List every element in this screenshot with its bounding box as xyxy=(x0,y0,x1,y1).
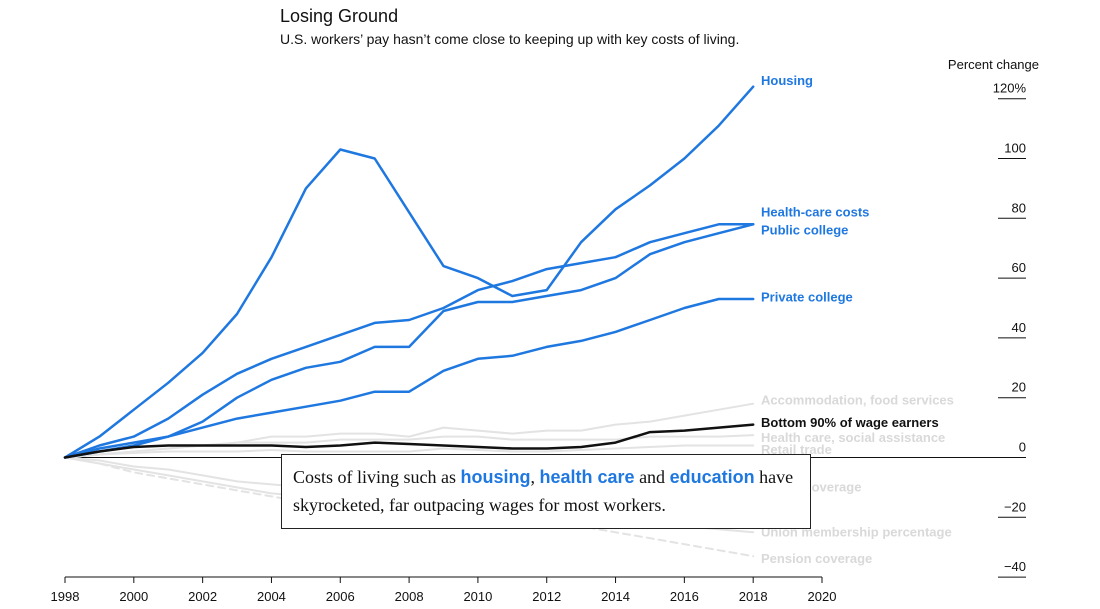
series-label-health-care-social-assistance: Health care, social assistance xyxy=(761,430,945,445)
x-tick-label: 2014 xyxy=(601,589,630,604)
callout-text: , xyxy=(530,467,540,487)
y-tick-label: 60 xyxy=(1012,260,1026,275)
x-tick-label: 2002 xyxy=(188,589,217,604)
x-tick-label: 2018 xyxy=(739,589,768,604)
series-lines xyxy=(63,85,755,558)
series-line-health-care-social-assistance xyxy=(64,434,755,459)
y-tick-label: 120% xyxy=(993,81,1027,96)
x-tick-label: 1998 xyxy=(51,589,80,604)
y-tick-label: −40 xyxy=(1004,559,1026,574)
annotation-callout: Costs of living such as housing, health … xyxy=(281,454,811,529)
x-axis: 1998 2000 2002 2004 2006 2008 2010 2012 2014 2016… xyxy=(51,576,837,604)
y-tick-label: −20 xyxy=(1004,499,1026,514)
callout-highlight-education: education xyxy=(669,467,755,487)
y-axis-label: Percent change xyxy=(948,57,1039,72)
series-line-health-care-costs xyxy=(63,223,755,459)
series-labels: Housing Health-care costs Public college Pr… xyxy=(761,73,954,566)
series-label-private-college: Private college xyxy=(761,290,853,305)
series-label-bottom-90-of-wage-earners: Bottom 90% of wage earners xyxy=(761,415,939,430)
y-tick-label: 40 xyxy=(1012,320,1026,335)
callout-highlight-housing: housing xyxy=(460,467,531,487)
y-tick-label: 80 xyxy=(1012,200,1026,215)
series-line-public-college xyxy=(63,223,755,459)
x-tick-label: 2020 xyxy=(808,589,837,604)
callout-highlight-health-care: health care xyxy=(539,467,635,487)
series-label-retail-trade: Retail trade xyxy=(761,442,832,457)
series-label-accommodation-food-services: Accommodation, food services xyxy=(761,393,954,408)
y-tick-label: 100 xyxy=(1004,141,1026,156)
callout-text: have skyrocketed, far outpacing wages fo… xyxy=(293,467,794,515)
series-label-housing: Housing xyxy=(761,73,813,88)
x-tick-label: 2000 xyxy=(119,589,148,604)
x-tick-label: 2006 xyxy=(326,589,355,604)
series-line-retail-trade xyxy=(64,444,755,459)
series-line-housing xyxy=(63,85,755,459)
chart-subtitle: U.S. workers’ pay hasn’t come close to k… xyxy=(280,31,740,47)
series-label-public-college: Public college xyxy=(761,222,848,237)
series-label-health-care-costs: Health-care costs xyxy=(761,204,869,219)
callout-text: and xyxy=(634,467,670,487)
y-axis-ticks: −40 −20 0 20 40 60 80 100 120% xyxy=(65,81,1027,578)
x-tick-label: 2016 xyxy=(670,589,699,604)
chart-title: Losing Ground xyxy=(280,6,399,26)
series-line-bottom-90-of-wage-earners xyxy=(63,423,755,459)
callout-text: Costs of living such as xyxy=(293,467,461,487)
y-tick-label: 20 xyxy=(1012,380,1026,395)
x-tick-label: 2010 xyxy=(463,589,492,604)
y-tick-label: 0 xyxy=(1019,440,1026,455)
x-tick-label: 2012 xyxy=(532,589,561,604)
x-tick-label: 2008 xyxy=(395,589,424,604)
series-line-private-college xyxy=(63,297,755,459)
series-label-pension-coverage: Pension coverage xyxy=(761,551,872,566)
x-tick-label: 2004 xyxy=(257,589,286,604)
